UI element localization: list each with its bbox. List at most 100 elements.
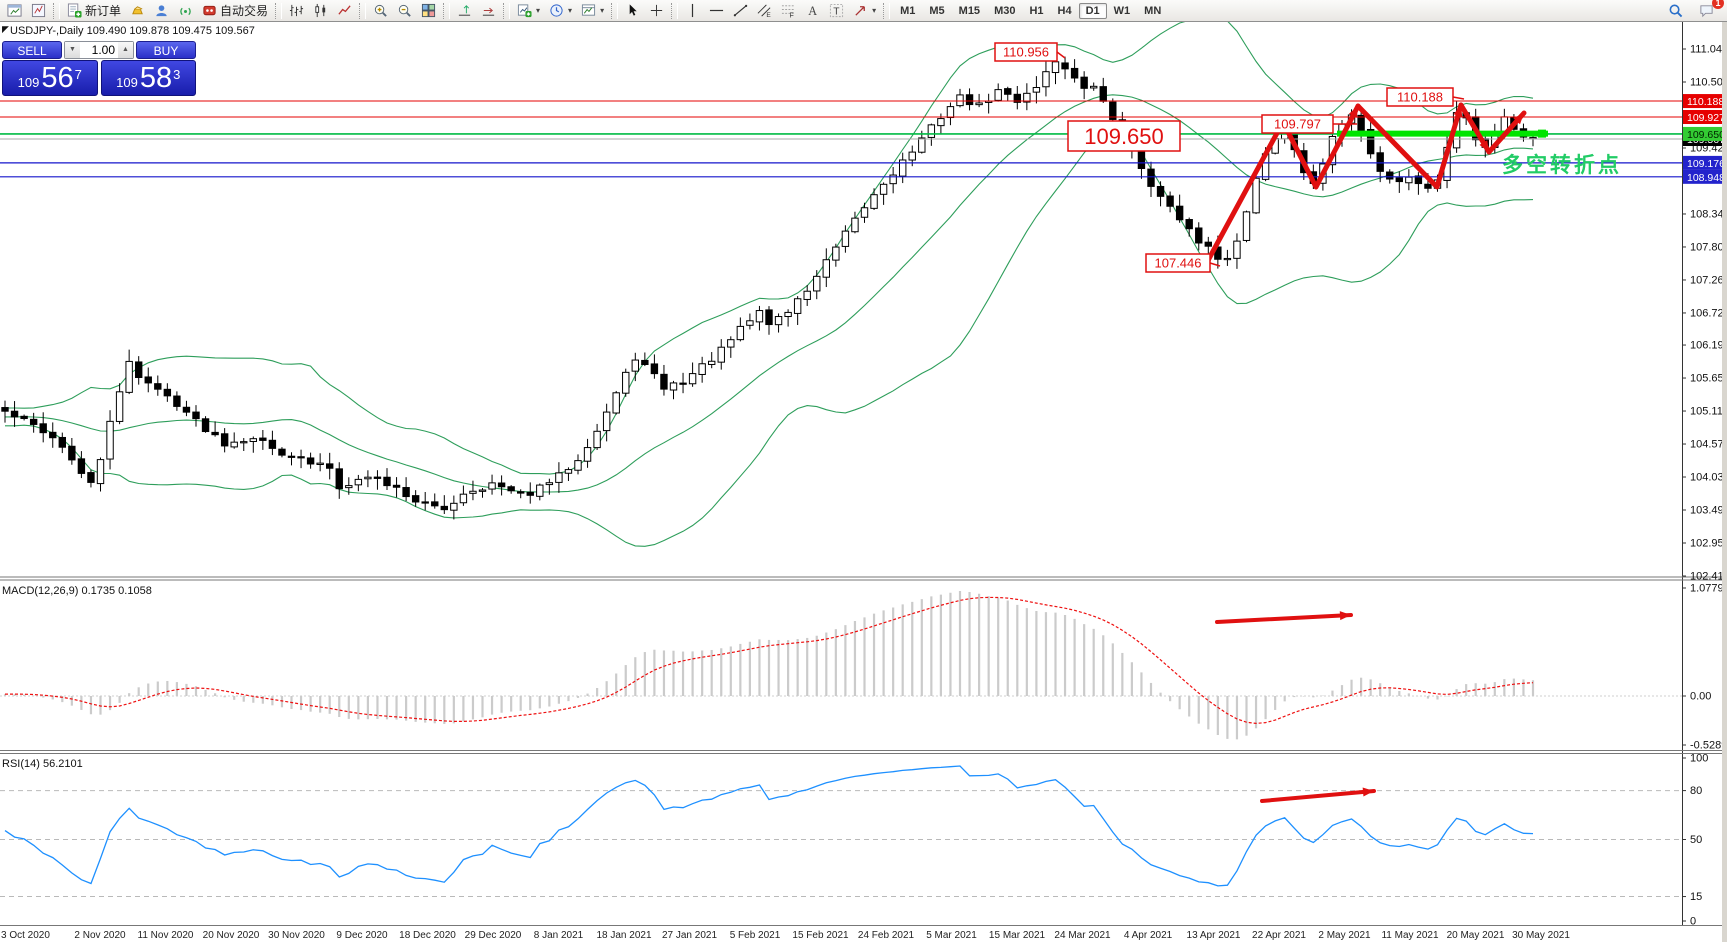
annotation-box-107.446[interactable]: 107.446	[1145, 253, 1221, 273]
candle-body	[1099, 86, 1107, 102]
fibonacci-tool[interactable]: F	[777, 0, 800, 21]
annotations[interactable]: 多空转折点	[1202, 102, 1622, 803]
candle-body	[1204, 241, 1212, 247]
toolbar-separator	[503, 2, 511, 19]
zoom-in-icon[interactable]	[369, 0, 392, 21]
candle-body	[860, 207, 869, 218]
candle-body	[793, 298, 802, 314]
new-order-button[interactable]: 新订单	[63, 0, 125, 21]
candle-body	[717, 346, 725, 363]
autotrading-button[interactable]: 自动交易	[198, 0, 272, 21]
sell-price-display[interactable]: 109 56 7	[2, 60, 98, 96]
candle-body	[708, 360, 716, 365]
zoom-out-icon[interactable]	[393, 0, 416, 21]
price-tick: 102.955	[1690, 538, 1727, 550]
date-label: 22 Apr 2021	[1252, 930, 1306, 941]
timeframe-w1[interactable]: W1	[1113, 4, 1131, 17]
annotation-box-110.956[interactable]: 110.956	[994, 42, 1066, 62]
signals-icon[interactable]	[174, 0, 197, 21]
volume-stepper[interactable]: ▼ 1.00 ▲	[64, 41, 134, 59]
macd-annotation-arrow[interactable]	[1215, 613, 1353, 624]
timeframe-m30[interactable]: M30	[994, 4, 1016, 17]
sell-button[interactable]: SELL	[2, 41, 62, 59]
candle-body	[230, 441, 238, 448]
rsi-annotation-arrow[interactable]	[1260, 789, 1376, 803]
new-chart-button[interactable]: ▾	[513, 0, 544, 21]
chart-shift-icon[interactable]	[453, 0, 476, 21]
chart-window-icon[interactable]	[3, 0, 26, 21]
horizontal-line-tool[interactable]	[705, 0, 728, 21]
arrows-tool[interactable]: ▾	[849, 0, 880, 21]
candle-body	[879, 183, 888, 195]
trendline-tool[interactable]	[729, 0, 752, 21]
candle-body	[822, 259, 830, 278]
chevron-down-icon[interactable]: ▾	[872, 6, 877, 15]
templates-button[interactable]: ▾	[577, 0, 608, 21]
candlestick-chart-icon[interactable]	[309, 0, 332, 21]
crosshair-tool[interactable]	[645, 0, 668, 21]
equidistant-channel-icon: E	[757, 4, 771, 18]
candle-body	[316, 462, 324, 465]
timeframe-m1[interactable]: M1	[900, 4, 916, 17]
timeframe-h1[interactable]: H1	[1029, 4, 1044, 17]
buy-button[interactable]: BUY	[136, 41, 196, 59]
timeframe-h4[interactable]: H4	[1057, 4, 1072, 17]
trend-arrow[interactable]	[1355, 102, 1464, 190]
line-chart-icon[interactable]	[333, 0, 356, 21]
trend-arrow[interactable]	[1202, 119, 1286, 269]
candle-body	[1004, 88, 1012, 95]
timeframe-mn[interactable]: MN	[1144, 4, 1162, 17]
rsi-line	[4, 765, 1534, 887]
price-tick: 111.040	[1690, 44, 1727, 56]
annotation-box-110.188[interactable]: 110.188	[1386, 87, 1465, 107]
candle-body	[488, 482, 496, 490]
timeframe-m15[interactable]: M15	[958, 4, 981, 17]
candle-body	[727, 339, 735, 348]
timeframe-bar: M1 M5 M15 M30 H1 H4 D1 W1 MN	[893, 2, 1168, 19]
candle-body	[1366, 128, 1375, 155]
text-label-tool[interactable]: T	[825, 0, 848, 21]
periods-button[interactable]: ▾	[545, 0, 576, 21]
annotation-box-109.650[interactable]: 109.650	[1067, 120, 1181, 152]
candle-body	[77, 458, 86, 474]
chevron-down-icon[interactable]: ▾	[568, 6, 573, 15]
timeframe-d1[interactable]: D1	[1078, 2, 1107, 19]
cursor-tool[interactable]	[621, 0, 644, 21]
vertical-line-tool[interactable]	[681, 0, 704, 21]
equidistant-channel-tool[interactable]: E	[753, 0, 776, 21]
trendline-handle[interactable]	[1538, 129, 1546, 138]
search-button[interactable]	[1664, 0, 1687, 21]
chevron-down-icon[interactable]: ▾	[600, 6, 605, 15]
svg-text:109.797: 109.797	[1274, 117, 1321, 132]
candle-body	[1051, 61, 1060, 74]
tile-windows-icon[interactable]	[417, 0, 440, 21]
market-watch-icon[interactable]	[126, 0, 149, 21]
volume-down-icon[interactable]: ▼	[65, 42, 80, 58]
community-icon[interactable]	[150, 0, 173, 21]
annotation-box-109.797[interactable]: 109.797	[1261, 114, 1357, 134]
candle-body	[774, 316, 783, 326]
date-label: 18 Dec 2020	[399, 930, 456, 941]
candle-body	[326, 463, 334, 469]
volume-value[interactable]: 1.00	[91, 43, 115, 57]
date-label: 5 Feb 2021	[730, 930, 781, 941]
volume-up-icon[interactable]: ▲	[118, 42, 133, 58]
text-tool[interactable]: A	[801, 0, 824, 21]
timeframe-m5[interactable]: M5	[929, 4, 945, 17]
candle-body	[421, 501, 429, 504]
buy-price-display[interactable]: 109 58 3	[100, 60, 196, 96]
price-lines[interactable]	[0, 100, 1682, 178]
notifications-button[interactable]: 1	[1695, 0, 1724, 21]
indicators-dialog-icon[interactable]	[27, 0, 50, 21]
auto-scroll-icon[interactable]	[477, 0, 500, 21]
zoom-out-icon-icon	[398, 4, 411, 17]
candle-body	[450, 502, 458, 511]
trend-arrow[interactable]	[1280, 103, 1361, 190]
chevron-down-icon[interactable]: ▾	[536, 6, 541, 15]
date-label: 2 Nov 2020	[74, 930, 126, 941]
candle-body	[58, 436, 66, 448]
bar-chart-icon[interactable]	[285, 0, 308, 21]
cn-turning-point-label[interactable]: 多空转折点	[1502, 153, 1622, 177]
macd-signal-line	[5, 596, 1534, 725]
